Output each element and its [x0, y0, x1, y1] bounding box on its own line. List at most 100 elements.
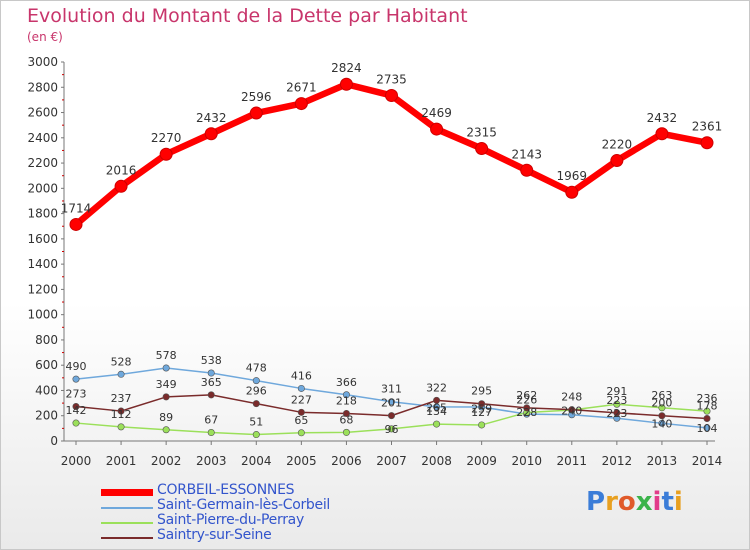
data-point	[294, 97, 308, 111]
data-label: 296	[246, 385, 267, 398]
data-point	[703, 415, 711, 423]
y-tick-label: 2600	[27, 106, 58, 120]
data-label: 237	[111, 392, 132, 405]
data-label: 273	[66, 388, 87, 401]
legend-item: Saintry-sur-Seine	[101, 527, 401, 545]
legend-label: Saint-Pierre-du-Perray	[157, 512, 304, 528]
data-label: 134	[426, 405, 447, 418]
data-label: 104	[697, 422, 718, 435]
data-point	[520, 163, 534, 177]
data-label: 2270	[151, 131, 182, 145]
data-label: 2824	[331, 61, 362, 75]
data-point	[430, 122, 444, 136]
x-tick-label: 2013	[647, 454, 678, 468]
y-tick-label: 2000	[27, 181, 58, 195]
data-point	[162, 364, 170, 372]
y-tick-label: 400	[35, 383, 58, 397]
data-point	[72, 403, 80, 411]
data-point	[297, 408, 305, 416]
data-label: 2143	[511, 147, 542, 161]
data-point	[72, 419, 80, 427]
proxiti-logo: Proxiti	[586, 487, 683, 517]
data-label: 291	[606, 385, 627, 398]
legend-item: Saint-Germain-lès-Corbeil	[101, 497, 401, 515]
data-label: 366	[336, 376, 357, 389]
legend-swatch	[101, 507, 153, 509]
data-label: 142	[66, 404, 87, 417]
data-point	[162, 393, 170, 401]
data-point	[342, 428, 350, 436]
legend-item: Saint-Pierre-du-Perray	[101, 512, 401, 530]
data-label: 265	[426, 402, 447, 415]
data-label: 322	[426, 381, 447, 394]
data-label: 201	[381, 397, 402, 410]
data-label: 236	[697, 392, 718, 405]
data-label: 2469	[421, 106, 452, 120]
x-tick-label: 2002	[151, 454, 182, 468]
x-tick-label: 2003	[196, 454, 227, 468]
data-label: 416	[291, 369, 312, 382]
data-point	[297, 429, 305, 437]
data-label: 223	[606, 407, 627, 420]
x-tick-label: 2005	[286, 454, 317, 468]
data-point	[433, 420, 441, 428]
x-tick-label: 2001	[106, 454, 137, 468]
data-label: 2432	[196, 111, 227, 125]
y-tick-label: 1800	[27, 207, 58, 221]
data-point	[433, 396, 441, 404]
y-tick-label: 800	[35, 333, 58, 347]
data-point	[342, 391, 350, 399]
data-point	[385, 88, 398, 102]
data-label: 248	[561, 391, 582, 404]
x-tick-label: 2014	[692, 454, 723, 468]
y-tick-label: 1000	[27, 308, 58, 322]
data-point	[159, 147, 173, 161]
data-label: 240	[561, 405, 582, 418]
data-label: 349	[156, 378, 177, 391]
data-point	[700, 136, 714, 150]
data-label: 578	[156, 349, 177, 362]
x-tick-label: 2007	[376, 454, 407, 468]
data-label: 2432	[647, 111, 678, 125]
y-tick-label: 1400	[27, 257, 58, 271]
x-tick-label: 2009	[466, 454, 497, 468]
y-tick-label: 3000	[27, 55, 58, 69]
data-label: 490	[66, 360, 87, 373]
data-point	[475, 142, 489, 156]
data-label: 226	[516, 393, 537, 406]
data-point	[568, 406, 576, 414]
data-point	[613, 400, 621, 408]
data-point	[204, 127, 218, 141]
data-point	[342, 409, 350, 417]
data-label: 528	[111, 355, 132, 368]
data-label: 2016	[106, 163, 137, 177]
y-tick-label: 200	[35, 409, 58, 423]
data-point	[658, 419, 666, 427]
data-point	[565, 185, 579, 199]
data-label: 2671	[286, 81, 317, 95]
data-point	[114, 179, 128, 193]
data-label: 538	[201, 354, 222, 367]
data-point	[387, 398, 395, 406]
data-point	[162, 426, 170, 434]
chart-subtitle: (en €)	[27, 30, 63, 44]
data-point	[658, 404, 666, 412]
data-label: 67	[204, 414, 218, 427]
data-point	[117, 407, 125, 415]
y-tick-label: 0	[50, 434, 58, 448]
data-point	[613, 409, 621, 417]
legend-label: Saint-Germain-lès-Corbeil	[157, 497, 331, 513]
data-label: 259	[471, 402, 492, 415]
data-point	[207, 369, 215, 377]
data-point	[72, 375, 80, 383]
legend-item: CORBEIL-ESSONNES	[101, 482, 401, 500]
chart-title: Evolution du Montant de la Dette par Hab…	[27, 5, 468, 27]
data-point	[610, 154, 624, 168]
data-label: 2361	[692, 120, 723, 134]
data-point	[249, 106, 263, 120]
data-point	[297, 384, 305, 392]
data-label: 1714	[61, 201, 92, 215]
legend-swatch	[101, 522, 153, 524]
